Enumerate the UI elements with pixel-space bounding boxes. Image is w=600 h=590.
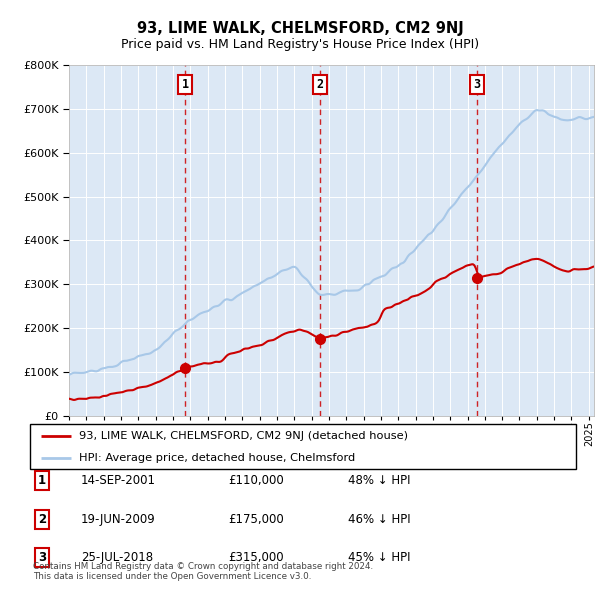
FancyBboxPatch shape bbox=[30, 424, 576, 469]
Text: 2: 2 bbox=[316, 78, 323, 91]
Text: £110,000: £110,000 bbox=[228, 474, 284, 487]
Text: 3: 3 bbox=[473, 78, 481, 91]
Text: 1: 1 bbox=[38, 474, 46, 487]
Text: 46% ↓ HPI: 46% ↓ HPI bbox=[348, 513, 410, 526]
Text: £315,000: £315,000 bbox=[228, 551, 284, 564]
Text: Price paid vs. HM Land Registry's House Price Index (HPI): Price paid vs. HM Land Registry's House … bbox=[121, 38, 479, 51]
Text: 45% ↓ HPI: 45% ↓ HPI bbox=[348, 551, 410, 564]
Text: 93, LIME WALK, CHELMSFORD, CM2 9NJ (detached house): 93, LIME WALK, CHELMSFORD, CM2 9NJ (deta… bbox=[79, 431, 408, 441]
Text: 19-JUN-2009: 19-JUN-2009 bbox=[81, 513, 156, 526]
Text: 2: 2 bbox=[38, 513, 46, 526]
Text: HPI: Average price, detached house, Chelmsford: HPI: Average price, detached house, Chel… bbox=[79, 453, 355, 463]
Text: 93, LIME WALK, CHELMSFORD, CM2 9NJ: 93, LIME WALK, CHELMSFORD, CM2 9NJ bbox=[137, 21, 463, 35]
Text: 1: 1 bbox=[182, 78, 189, 91]
Text: 25-JUL-2018: 25-JUL-2018 bbox=[81, 551, 153, 564]
Text: 3: 3 bbox=[38, 551, 46, 564]
Text: 48% ↓ HPI: 48% ↓ HPI bbox=[348, 474, 410, 487]
Text: £175,000: £175,000 bbox=[228, 513, 284, 526]
Text: 14-SEP-2001: 14-SEP-2001 bbox=[81, 474, 156, 487]
Text: Contains HM Land Registry data © Crown copyright and database right 2024.
This d: Contains HM Land Registry data © Crown c… bbox=[33, 562, 373, 581]
